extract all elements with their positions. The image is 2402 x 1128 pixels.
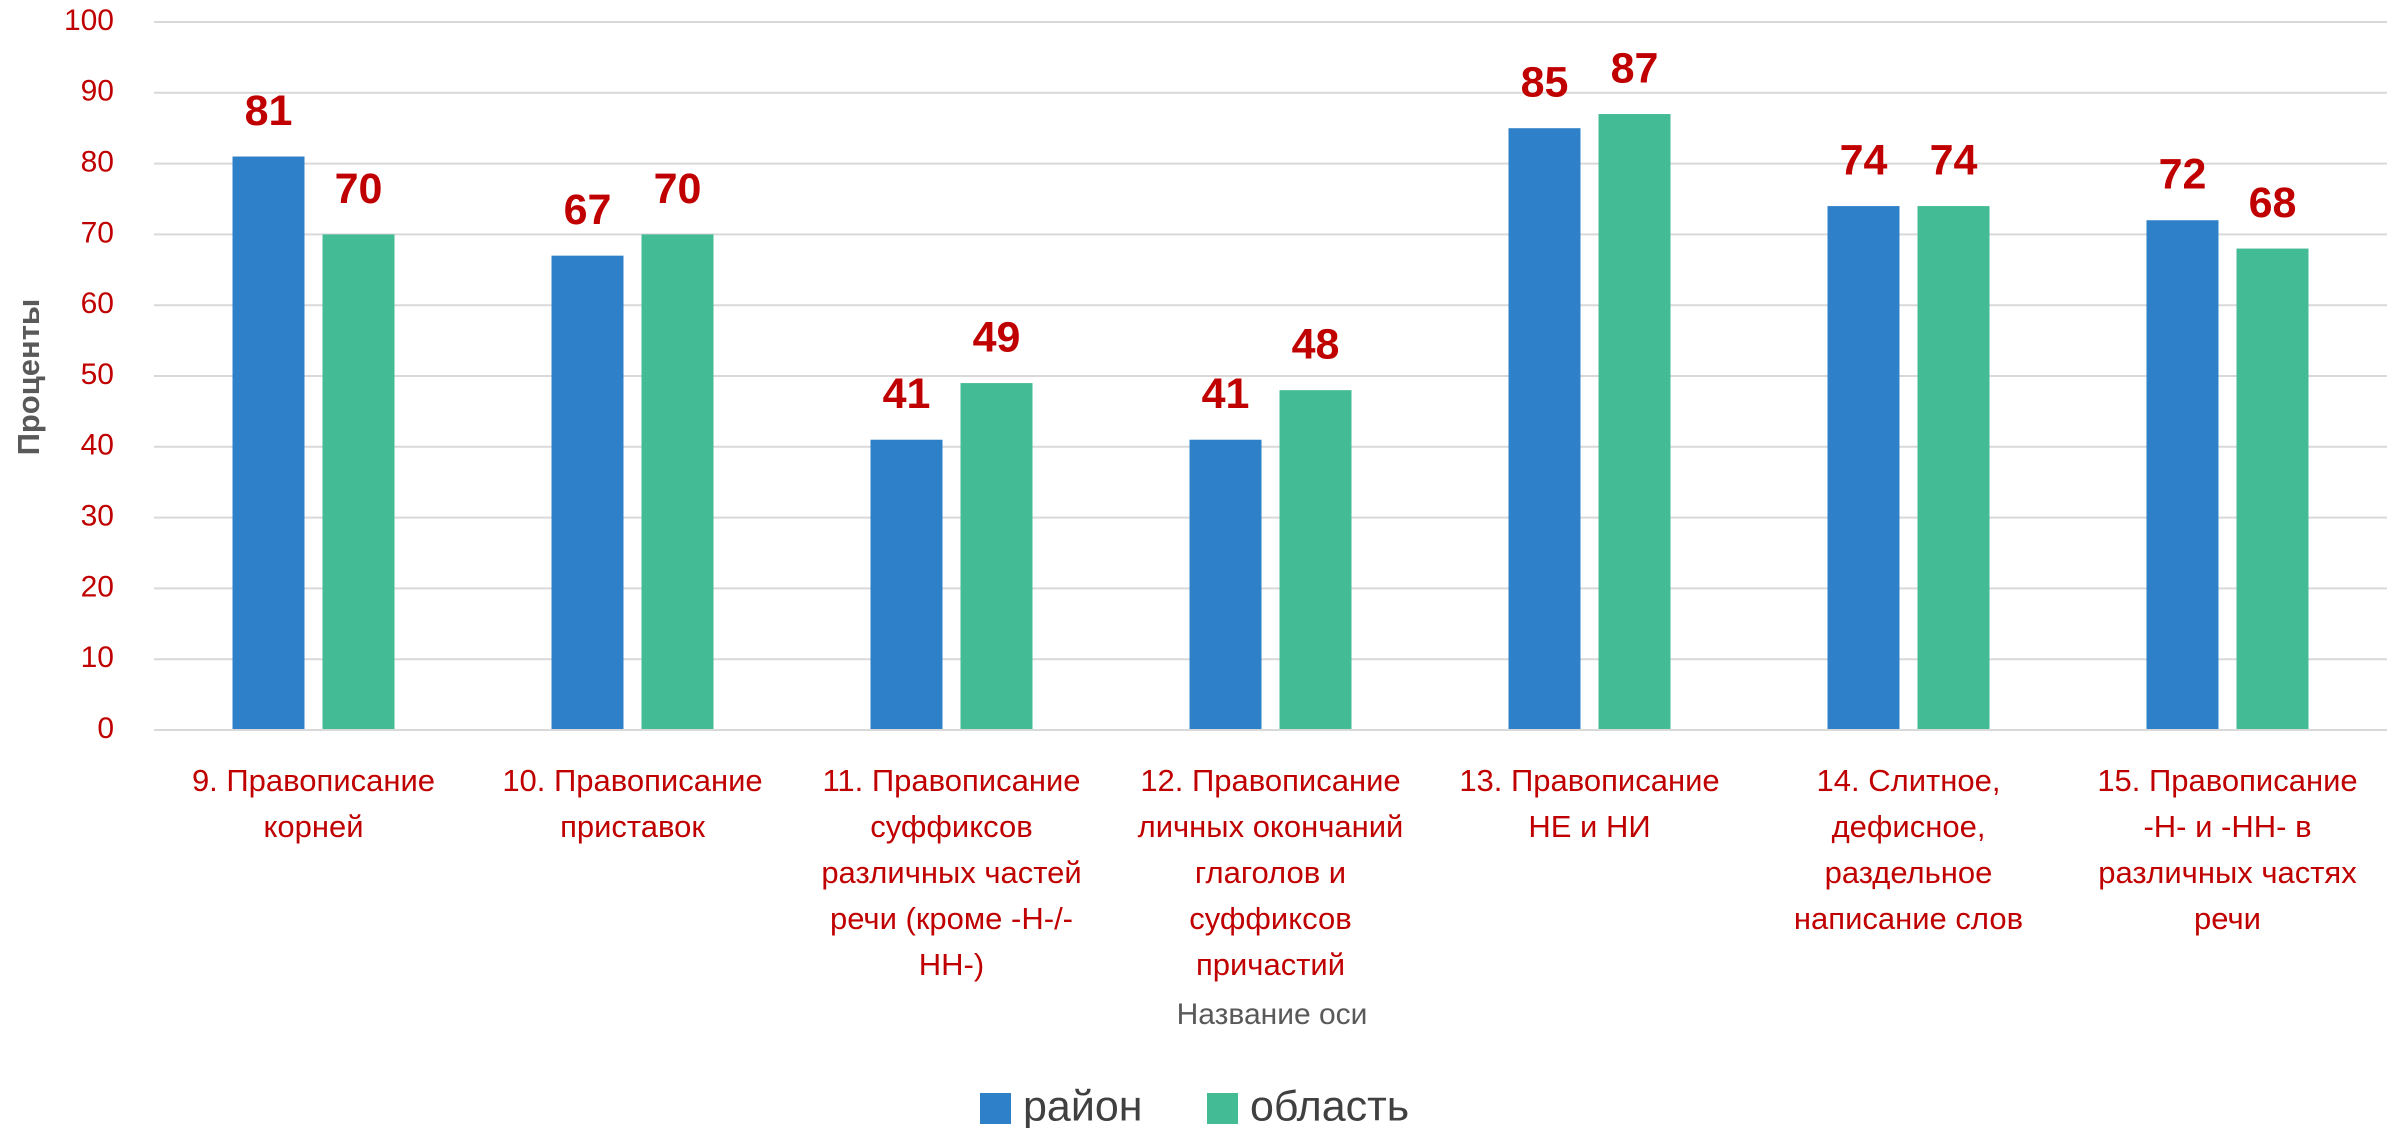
x-tick-label: 10. Правописание приставок xyxy=(502,763,763,844)
bar xyxy=(2146,220,2219,731)
bar xyxy=(322,234,395,730)
bar xyxy=(1917,206,1990,730)
data-label: 41 xyxy=(883,370,931,418)
y-tick-label: 30 xyxy=(81,500,114,533)
data-label: 85 xyxy=(1521,59,1569,107)
bar xyxy=(551,255,624,730)
data-label: 72 xyxy=(2159,151,2207,199)
y-tick-label: 90 xyxy=(81,75,114,108)
legend-swatch xyxy=(1207,1093,1238,1124)
bar xyxy=(1598,114,1671,731)
bar xyxy=(232,156,305,730)
data-label: 48 xyxy=(1292,321,1340,369)
y-tick-label: 20 xyxy=(81,570,114,603)
data-label: 81 xyxy=(245,87,293,135)
y-tick-label: 60 xyxy=(81,287,114,320)
data-label: 87 xyxy=(1611,44,1659,92)
legend-swatch xyxy=(980,1093,1011,1124)
bar xyxy=(1189,439,1262,730)
y-tick-label: 10 xyxy=(81,641,114,674)
y-tick-label: 80 xyxy=(81,146,114,179)
x-tick-label: 13. Правописание НЕ и НИ xyxy=(1459,763,1720,844)
bar xyxy=(960,383,1033,730)
data-label: 41 xyxy=(1202,370,1250,418)
x-tick-label: 14. Слитное, дефисное, раздельное написа… xyxy=(1793,763,2024,936)
legend-label: область xyxy=(1250,1082,1409,1128)
data-label: 49 xyxy=(973,313,1021,361)
bar xyxy=(1827,206,1900,730)
x-tick-label: 11. Правописание суффиксов различных час… xyxy=(821,763,1082,982)
y-tick-label: 0 xyxy=(97,712,114,745)
x-tick-label: 15. Правописание -Н- и -НН- в различных … xyxy=(2097,763,2358,936)
data-label: 70 xyxy=(335,165,383,213)
y-tick-label: 70 xyxy=(81,216,114,249)
data-label: 67 xyxy=(564,186,612,234)
x-tick-label: 9. Правописание корней xyxy=(191,763,436,844)
bar xyxy=(870,439,943,730)
data-label: 74 xyxy=(1930,136,1978,184)
x-axis-title: Название оси xyxy=(1177,998,1368,1031)
bar xyxy=(1279,390,1352,730)
data-label: 68 xyxy=(2249,179,2297,227)
bar xyxy=(641,234,714,730)
legend-label: район xyxy=(1023,1082,1143,1128)
data-label: 74 xyxy=(1840,136,1888,184)
y-axis-title: Проценты xyxy=(11,299,46,456)
y-tick-label: 100 xyxy=(64,4,114,37)
y-tick-label: 40 xyxy=(81,429,114,462)
y-tick-label: 50 xyxy=(81,358,114,391)
data-label: 70 xyxy=(654,165,702,213)
bar xyxy=(1508,128,1581,730)
bar xyxy=(2236,248,2309,730)
x-tick-label: 12. Правописание личных окончаний глагол… xyxy=(1137,763,1404,982)
